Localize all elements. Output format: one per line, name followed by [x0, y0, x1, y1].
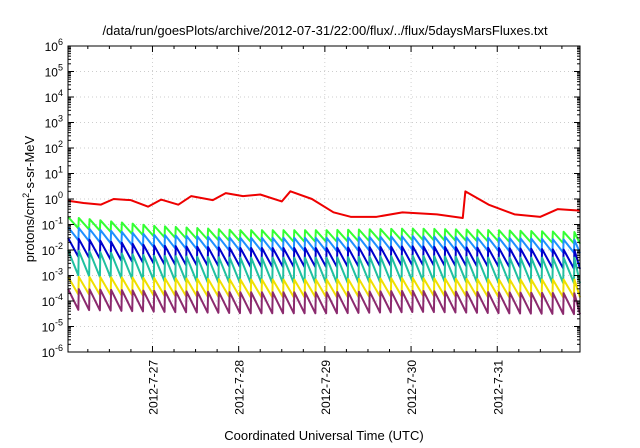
y-tick-base: 10 [42, 219, 56, 233]
y-tick-exponent: -5 [55, 318, 63, 328]
y-tick-exponent: 1 [58, 165, 63, 175]
chart-title: /data/run/goesPlots/archive/2012-07-31/2… [102, 23, 548, 38]
y-tick-base: 10 [45, 117, 59, 131]
y-tick-label: 106 [45, 37, 63, 54]
y-label-tail: -s-sr-MeV [22, 135, 37, 192]
y-tick-base: 10 [42, 321, 56, 335]
y-tick-exponent: 4 [58, 88, 63, 98]
x-axis: 2012-7-27 2012-7-28 2012-7-29 2012-7-30 2012… [87, 46, 563, 415]
y-tick-base: 10 [45, 66, 59, 80]
y-tick-exponent: -6 [55, 343, 63, 353]
y-label-sup: 2 [21, 193, 31, 198]
y-tick-exponent: -3 [55, 267, 63, 277]
y-tick-base: 10 [42, 244, 56, 258]
grid-lines [68, 46, 580, 352]
y-tick-base: 10 [45, 168, 59, 182]
x-tick-label: 2012-7-30 [405, 360, 419, 415]
y-tick-exponent: 0 [58, 190, 63, 200]
y-tick-label: 10-4 [42, 292, 63, 309]
y-tick-label: 10-5 [42, 318, 63, 335]
y-tick-label: 105 [45, 63, 63, 80]
y-tick-base: 10 [45, 91, 59, 105]
y-tick-label: 10-3 [42, 267, 63, 284]
series-group [67, 190, 581, 316]
x-tick-label: 2012-7-29 [319, 360, 333, 415]
y-label-main: protons/cm [22, 198, 37, 262]
y-tick-label: 10-6 [42, 343, 63, 360]
series-line-2 [67, 216, 581, 245]
y-axis-label: protons/cm2-s-sr-MeV [21, 135, 37, 262]
y-tick-label: 103 [45, 114, 63, 131]
y-tick-exponent: 6 [58, 37, 63, 47]
y-tick-base: 10 [45, 193, 59, 207]
y-axis: 10-610-510-410-310-210-11001011021031041… [42, 37, 580, 360]
x-axis-label: Coordinated Universal Time (UTC) [224, 428, 423, 443]
y-tick-base: 10 [45, 40, 59, 54]
y-tick-exponent: -2 [55, 241, 63, 251]
y-tick-label: 102 [45, 139, 63, 156]
y-tick-label: 100 [45, 190, 63, 207]
y-tick-exponent: -4 [55, 292, 63, 302]
y-tick-exponent: 5 [58, 63, 63, 73]
y-tick-base: 10 [45, 142, 59, 156]
y-tick-label: 104 [45, 88, 63, 105]
y-tick-exponent: 3 [58, 114, 63, 124]
series-line-7 [67, 288, 581, 316]
y-tick-base: 10 [42, 270, 56, 284]
y-tick-exponent: 2 [58, 139, 63, 149]
x-tick-label: 2012-7-28 [233, 360, 247, 415]
y-tick-exponent: -1 [55, 216, 63, 226]
y-tick-label: 101 [45, 165, 63, 182]
x-tick-label: 2012-7-31 [491, 360, 505, 415]
y-tick-label: 10-1 [42, 216, 63, 233]
y-tick-base: 10 [42, 346, 56, 360]
y-tick-base: 10 [42, 295, 56, 309]
y-tick-label: 10-2 [42, 241, 63, 258]
series-line-1 [67, 190, 581, 219]
x-tick-label: 2012-7-27 [146, 360, 160, 415]
